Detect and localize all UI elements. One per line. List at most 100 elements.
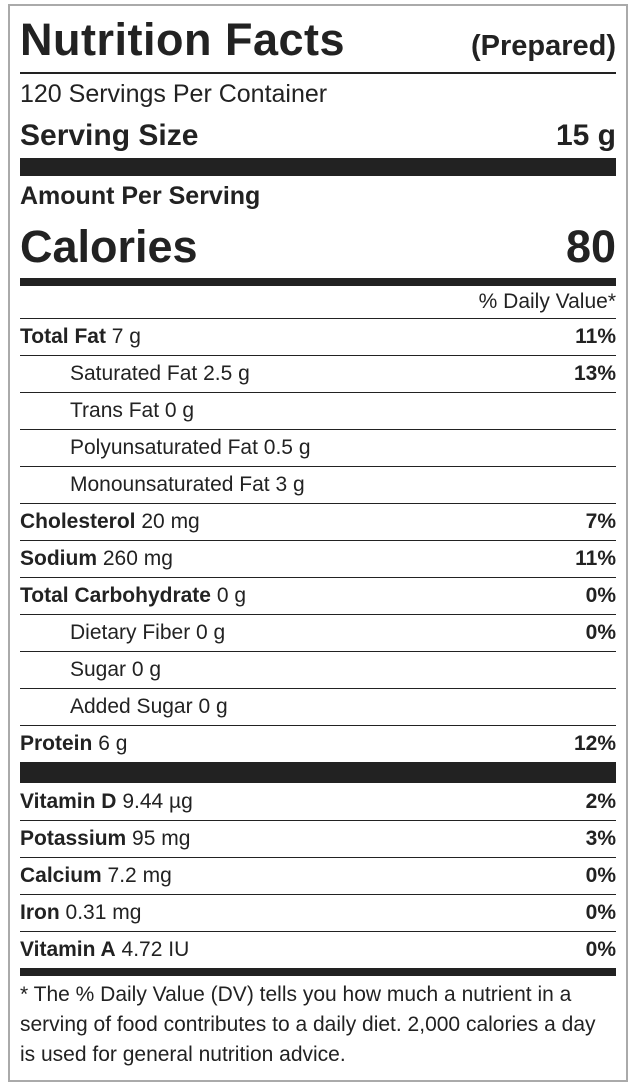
nutrient-amount: 0 g xyxy=(196,621,226,644)
nutrient-amount: 0 g xyxy=(198,695,228,718)
amount-per-serving: Amount Per Serving xyxy=(20,176,616,216)
nutrient-name: Cholesterol xyxy=(20,510,136,533)
nutrient-row: Added Sugar 0 g xyxy=(20,688,616,725)
daily-value: 11% xyxy=(575,325,616,348)
daily-value: 3% xyxy=(585,827,616,850)
footnote: * The % Daily Value (DV) tells you how m… xyxy=(20,983,596,1066)
daily-value: 11% xyxy=(575,547,616,570)
header: Nutrition Facts (Prepared) xyxy=(20,6,616,72)
serving-size-label: Serving Size xyxy=(20,119,199,152)
servings-text: 120 Servings Per Container xyxy=(20,79,328,108)
calories-label: Calories xyxy=(20,221,198,272)
nutrient-amount: 6 g xyxy=(98,732,128,755)
daily-value-header: % Daily Value* xyxy=(20,286,616,318)
nutrient-name: Iron xyxy=(20,901,60,924)
nutrients: Total Fat 7 g 11% Saturated Fat 2.5 g 13% Tr… xyxy=(20,318,616,762)
nutrient-row: Calcium 7.2 mg 0% xyxy=(20,857,616,894)
daily-value: 0% xyxy=(585,901,616,924)
nutrient-row: Sodium 260 mg 11% xyxy=(20,540,616,577)
rule xyxy=(20,72,616,74)
nutrient-name: Potassium xyxy=(20,827,127,850)
nutrient-row: Protein 6 g 12% xyxy=(20,725,616,762)
nutrient-amount: 20 mg xyxy=(141,510,200,533)
nutrient-amount: 0.31 mg xyxy=(65,901,142,924)
nutrient: Dietary Fiber 0 g xyxy=(70,621,225,645)
nutrient: Total Carbohydrate 0 g xyxy=(20,584,246,608)
daily-value: 2% xyxy=(585,789,616,813)
nutrient-row: Cholesterol 20 mg 7% xyxy=(20,503,616,540)
nutrient: Protein 6 g xyxy=(20,732,127,756)
nutrient-name: Sugar xyxy=(70,658,127,681)
serving-size-value: 15 g xyxy=(555,119,616,152)
serving-size: Serving Size 15 g xyxy=(20,114,616,158)
nutrient-name: Saturated Fat xyxy=(70,362,198,385)
nutrient-name: Total Carbohydrate xyxy=(20,584,211,607)
nutrient-row: Saturated Fat 2.5 g 13% xyxy=(20,355,616,392)
vitamins: Vitamin D 9.44 µg 2% Potassium 95 mg 3% Calc… xyxy=(20,783,616,968)
nutrient: Calcium 7.2 mg xyxy=(20,864,172,888)
nutrient: Polyunsaturated Fat 0.5 g xyxy=(70,436,311,460)
calories: Calories 80 xyxy=(20,216,616,278)
nutrient: Total Fat 7 g xyxy=(20,325,141,349)
nutrient: Monounsaturated Fat 3 g xyxy=(70,473,305,497)
nutrient-amount: 0 g xyxy=(216,584,247,607)
nutrient-amount: 260 mg xyxy=(102,547,173,570)
nutrient-name: Total Fat xyxy=(20,325,106,348)
nutrient-name: Added Sugar xyxy=(70,695,193,718)
title: Nutrition Facts xyxy=(20,14,346,65)
nutrient: Saturated Fat 2.5 g xyxy=(70,362,250,386)
nutrient-name: Monounsaturated Fat xyxy=(70,473,270,496)
daily-value: 7% xyxy=(585,510,616,533)
nutrient: Iron 0.31 mg xyxy=(20,901,141,925)
nutrient-row: Vitamin A 4.72 IU 0% xyxy=(20,931,616,968)
nutrient-row: Trans Fat 0 g xyxy=(20,392,616,429)
nutrient-name: Calcium xyxy=(20,864,102,887)
nutrient-name: Protein xyxy=(20,732,93,755)
daily-value: 13% xyxy=(573,362,616,385)
amount-per-serving-text: Amount Per Serving xyxy=(20,181,261,210)
nutrient-amount: 2.5 g xyxy=(203,362,250,385)
nutrient-row: Iron 0.31 mg 0% xyxy=(20,894,616,931)
daily-value: 12% xyxy=(573,732,616,755)
nutrition-label: Nutrition Facts (Prepared) 120 Servings … xyxy=(8,4,628,1082)
nutrient: Sodium 260 mg xyxy=(20,547,173,571)
nutrient-amount: 0 g xyxy=(164,399,195,422)
daily-value: 0% xyxy=(585,621,616,644)
daily-value-header-text: % Daily Value* xyxy=(478,290,616,313)
medium-bar xyxy=(20,278,616,286)
nutrient: Potassium 95 mg xyxy=(20,827,190,851)
nutrient-row: Potassium 95 mg 3% xyxy=(20,820,616,857)
nutrient: Added Sugar 0 g xyxy=(70,695,228,719)
nutrient: Trans Fat 0 g xyxy=(70,399,194,423)
nutrient-row: Vitamin D 9.44 µg 2% xyxy=(20,783,616,820)
calories-value: 80 xyxy=(565,221,616,272)
nutrient: Vitamin A 4.72 IU xyxy=(20,938,189,962)
medium-bar xyxy=(20,968,616,976)
nutrient: Cholesterol 20 mg xyxy=(20,510,200,534)
nutrient-row: Polyunsaturated Fat 0.5 g xyxy=(20,429,616,466)
nutrient-amount: 95 mg xyxy=(132,827,191,850)
nutrient-name: Sodium xyxy=(20,547,97,570)
qualifier: (Prepared) xyxy=(470,30,616,62)
thick-bar xyxy=(20,158,616,176)
nutrient-amount: 9.44 µg xyxy=(122,789,193,813)
thick-bar xyxy=(20,762,616,783)
nutrient-name: Dietary Fiber xyxy=(70,621,191,644)
nutrient-row: Total Carbohydrate 0 g 0% xyxy=(20,577,616,614)
nutrient-amount: 0 g xyxy=(131,658,162,681)
nutrient: Sugar 0 g xyxy=(70,658,161,682)
nutrient-name: Vitamin D xyxy=(20,789,117,813)
nutrient-row: Monounsaturated Fat 3 g xyxy=(20,466,616,503)
nutrient-amount: 7.2 mg xyxy=(107,864,172,887)
daily-value: 0% xyxy=(585,864,616,887)
daily-value: 0% xyxy=(585,584,616,607)
nutrient-row: Dietary Fiber 0 g 0% xyxy=(20,614,616,651)
daily-value: 0% xyxy=(585,938,616,961)
nutrient-name: Trans Fat xyxy=(70,399,160,422)
nutrient-amount: 0.5 g xyxy=(263,436,311,459)
nutrient-row: Total Fat 7 g 11% xyxy=(20,318,616,355)
nutrient-row: Sugar 0 g xyxy=(20,651,616,688)
nutrient-name: Polyunsaturated Fat xyxy=(70,436,258,459)
servings: 120 Servings Per Container xyxy=(20,74,616,114)
nutrient-name: Vitamin A xyxy=(20,938,116,961)
